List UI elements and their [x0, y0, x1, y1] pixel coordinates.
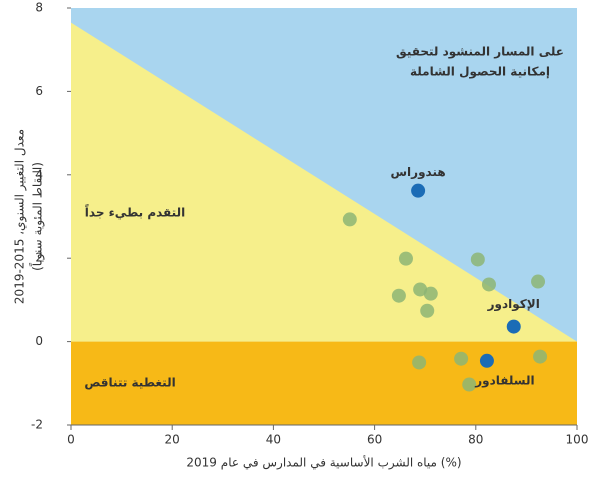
- data-point: [413, 282, 428, 297]
- region-slow-progress: [71, 22, 577, 342]
- y-tick-label: 0: [35, 334, 43, 348]
- y-axis-label: (النقاط المئوية سنوياً): [29, 162, 46, 271]
- x-tick-label: 80: [468, 433, 483, 447]
- data-point: [398, 251, 413, 266]
- y-tick-label: 8: [35, 1, 43, 15]
- point-label: هندوراس: [391, 165, 446, 180]
- x-axis-label: مياه الشرب الأساسية في المدارس في عام 20…: [186, 455, 461, 471]
- region-label: التغطية تتناقص: [84, 376, 175, 390]
- data-point: [411, 183, 426, 198]
- x-tick-label: 0: [67, 433, 75, 447]
- data-point: [479, 353, 494, 368]
- y-tick-label: -2: [31, 418, 43, 432]
- y-tick-label: 2: [35, 251, 43, 265]
- point-label: الإكوادور: [487, 297, 540, 312]
- data-point: [454, 351, 469, 366]
- y-tick-label: 6: [35, 84, 43, 98]
- data-point: [481, 277, 496, 292]
- region-declining: [71, 341, 577, 425]
- point-label: السلفادور: [474, 373, 534, 388]
- x-tick-label: 40: [266, 433, 281, 447]
- x-tick-label: 60: [367, 433, 382, 447]
- x-tick-label: 100: [566, 433, 589, 447]
- data-point: [531, 274, 546, 289]
- data-point: [420, 303, 435, 318]
- region-label: على المسار المنشود لتحقيق: [396, 45, 564, 60]
- data-point: [462, 377, 477, 392]
- data-point: [391, 288, 406, 303]
- data-point: [533, 349, 548, 364]
- region-label: إمكانية الحصول الشاملة: [410, 65, 550, 80]
- data-point: [342, 212, 357, 227]
- data-point: [470, 252, 485, 267]
- y-axis-label: معدل التغيير السنوي، 2015-2019: [13, 129, 28, 304]
- data-point: [506, 319, 521, 334]
- data-point: [412, 355, 427, 370]
- y-tick-label: 4: [35, 167, 43, 181]
- data-point: [423, 286, 438, 301]
- region-label: التقدم بطيء جداً: [85, 204, 185, 221]
- x-tick-label: 20: [165, 433, 180, 447]
